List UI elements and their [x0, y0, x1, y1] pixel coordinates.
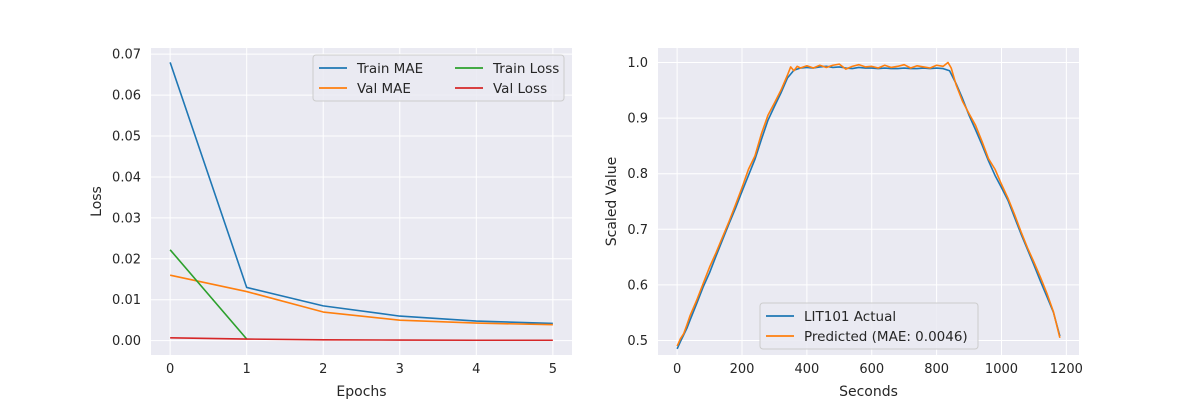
series-line-lit101-actual [676, 65, 1061, 350]
legend-label: Val Loss [493, 81, 547, 97]
y-tick-label: 1.0 [627, 56, 648, 71]
y-tick-label: 0.04 [112, 170, 141, 185]
y-axis-label: Scaled Value [604, 157, 620, 246]
y-tick-label: 0.00 [112, 334, 141, 349]
y-tick-label: 0.9 [627, 112, 648, 127]
x-tick-label: 1000 [985, 362, 1018, 377]
series-line-val-loss [170, 337, 553, 342]
x-tick-label: 5 [549, 362, 557, 377]
series-line-val-mae [169, 274, 553, 326]
legend-box [312, 54, 565, 102]
series-line-train-loss [169, 249, 248, 340]
x-axis-label: Epochs [336, 384, 386, 400]
y-tick-label: 0.5 [627, 334, 648, 349]
y-tick-label: 0.02 [112, 252, 141, 267]
legend-box [759, 302, 979, 350]
x-tick-label: 2 [319, 362, 327, 377]
x-tick-label: 4 [472, 362, 480, 377]
y-tick-label: 0.8 [627, 167, 648, 182]
legend-label: Predicted (MAE: 0.0046) [804, 329, 968, 345]
legend: LIT101 Actual Predicted (MAE: 0.0046) [759, 302, 979, 350]
y-tick-label: 0.01 [112, 293, 141, 308]
prediction-chart: 0 200 400 600 800 1000 1200 0.5 0.6 0.7 0.8 0.9 1.0 S… [604, 48, 1083, 400]
legend-label: Train MAE [356, 61, 423, 77]
legend: Train MAE Val MAE Train Loss Val Loss [312, 54, 565, 102]
y-tick-label: 0.03 [112, 211, 141, 226]
legend-label: Val MAE [357, 81, 411, 97]
y-tick-label: 0.6 [627, 278, 648, 293]
y-tick-label: 0.05 [112, 130, 141, 145]
x-tick-label: 1 [243, 362, 251, 377]
x-tick-label: 800 [924, 362, 949, 377]
x-tick-label: 400 [794, 362, 819, 377]
y-tick-label: 0.07 [112, 48, 141, 63]
x-tick-label: 200 [730, 362, 755, 377]
x-tick-label: 3 [396, 362, 404, 377]
series-line-predicted-mae-0-0046 [676, 61, 1061, 347]
legend-label: LIT101 Actual [804, 309, 896, 325]
y-tick-label: 0.06 [112, 89, 141, 104]
series-line-train-mae [169, 62, 553, 325]
y-tick-label: 0.7 [627, 223, 648, 238]
x-tick-label: 1200 [1050, 362, 1083, 377]
loss-chart: 0 1 2 3 4 5 0.00 0.01 0.02 0.03 0.04 0.05 0.06 0.07 Ep… [89, 48, 572, 400]
x-tick-label: 0 [673, 362, 681, 377]
legend-label: Train Loss [492, 61, 559, 77]
y-axis-label: Loss [89, 186, 105, 217]
x-tick-label: 600 [859, 362, 884, 377]
x-axis-label: Seconds [839, 384, 898, 400]
x-tick-label: 0 [166, 362, 174, 377]
